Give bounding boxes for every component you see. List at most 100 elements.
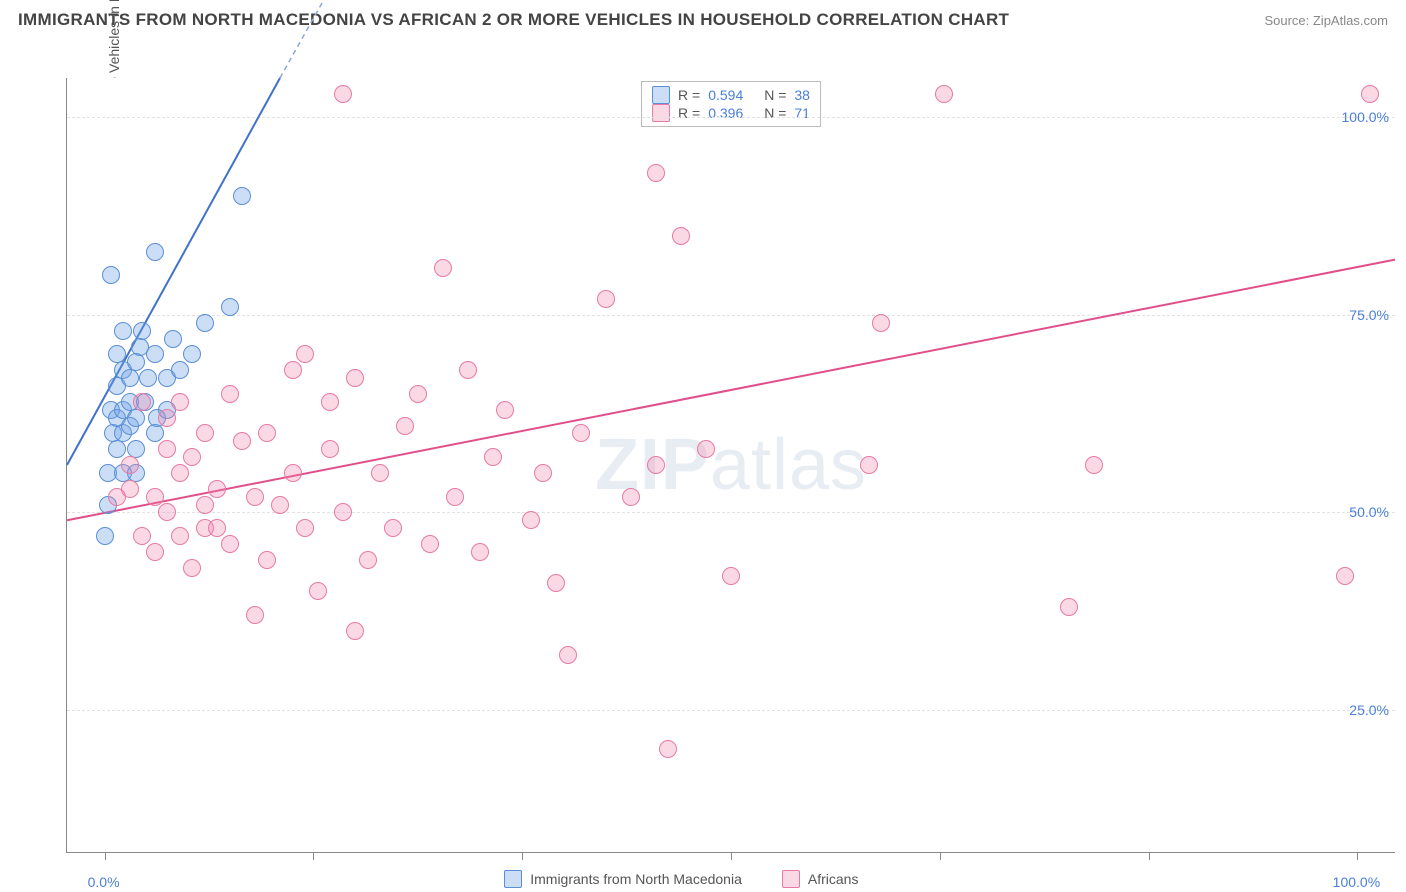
source-label: Source: ZipAtlas.com	[1264, 13, 1388, 28]
data-point	[121, 480, 139, 498]
x-tick-mark	[313, 852, 314, 860]
data-point	[183, 559, 201, 577]
data-point	[522, 511, 540, 529]
data-point	[146, 345, 164, 363]
data-point	[158, 503, 176, 521]
data-point	[158, 440, 176, 458]
data-point	[171, 464, 189, 482]
data-point	[559, 646, 577, 664]
trendline	[67, 260, 1395, 521]
x-tick-mark	[1357, 852, 1358, 860]
data-point	[284, 464, 302, 482]
data-point	[722, 567, 740, 585]
data-point	[196, 424, 214, 442]
data-point	[221, 535, 239, 553]
legend-label: Immigrants from North Macedonia	[530, 871, 742, 887]
data-point	[346, 369, 364, 387]
data-point	[146, 243, 164, 261]
data-point	[334, 503, 352, 521]
data-point	[183, 345, 201, 363]
data-point	[208, 519, 226, 537]
data-point	[233, 432, 251, 450]
data-point	[496, 401, 514, 419]
x-tick-label: 100.0%	[1333, 874, 1380, 890]
legend-swatch	[782, 870, 800, 888]
data-point	[672, 227, 690, 245]
x-tick-mark	[1149, 852, 1150, 860]
data-point	[446, 488, 464, 506]
header: IMMIGRANTS FROM NORTH MACEDONIA VS AFRIC…	[0, 0, 1406, 36]
data-point	[183, 448, 201, 466]
x-tick-mark	[105, 852, 106, 860]
data-point	[102, 266, 120, 284]
data-point	[221, 298, 239, 316]
data-point	[164, 330, 182, 348]
data-point	[171, 527, 189, 545]
data-point	[146, 424, 164, 442]
data-point	[258, 424, 276, 442]
x-tick-mark	[731, 852, 732, 860]
data-point	[396, 417, 414, 435]
data-point	[697, 440, 715, 458]
data-point	[321, 393, 339, 411]
data-point	[409, 385, 427, 403]
data-point	[221, 385, 239, 403]
data-point	[359, 551, 377, 569]
data-point	[659, 740, 677, 758]
data-point	[384, 519, 402, 537]
data-point	[196, 314, 214, 332]
trend-svg	[67, 78, 1395, 852]
data-point	[146, 488, 164, 506]
data-point	[133, 393, 151, 411]
x-tick-mark	[940, 852, 941, 860]
data-point	[597, 290, 615, 308]
data-point	[246, 488, 264, 506]
legend-item: Immigrants from North Macedonia	[504, 870, 742, 888]
data-point	[309, 582, 327, 600]
data-point	[133, 527, 151, 545]
data-point	[258, 551, 276, 569]
data-point	[133, 322, 151, 340]
data-point	[1336, 567, 1354, 585]
data-point	[139, 369, 157, 387]
data-point	[108, 440, 126, 458]
data-point	[127, 353, 145, 371]
data-point	[371, 464, 389, 482]
data-point	[246, 606, 264, 624]
data-point	[158, 409, 176, 427]
data-point	[471, 543, 489, 561]
data-point	[321, 440, 339, 458]
data-point	[534, 464, 552, 482]
data-point	[296, 345, 314, 363]
data-point	[935, 85, 953, 103]
data-point	[146, 543, 164, 561]
data-point	[271, 496, 289, 514]
data-point	[171, 393, 189, 411]
legend-swatch	[504, 870, 522, 888]
data-point	[114, 322, 132, 340]
x-tick-label: 0.0%	[88, 874, 120, 890]
data-point	[647, 456, 665, 474]
data-point	[296, 519, 314, 537]
data-point	[647, 164, 665, 182]
legend-bottom: Immigrants from North Macedonia Africans	[504, 870, 858, 888]
data-point	[484, 448, 502, 466]
legend-label: Africans	[808, 871, 859, 887]
data-point	[547, 574, 565, 592]
legend-item: Africans	[782, 870, 859, 888]
data-point	[334, 85, 352, 103]
data-point	[572, 424, 590, 442]
data-point	[872, 314, 890, 332]
chart-canvas: ZIPatlas R =0.594N =38R =0.396N =71 25.0…	[66, 78, 1395, 853]
data-point	[1085, 456, 1103, 474]
data-point	[860, 456, 878, 474]
data-point	[1361, 85, 1379, 103]
data-point	[459, 361, 477, 379]
data-point	[233, 187, 251, 205]
data-point	[171, 361, 189, 379]
data-point	[208, 480, 226, 498]
data-point	[434, 259, 452, 277]
data-point	[284, 361, 302, 379]
data-point	[127, 409, 145, 427]
data-point	[121, 456, 139, 474]
